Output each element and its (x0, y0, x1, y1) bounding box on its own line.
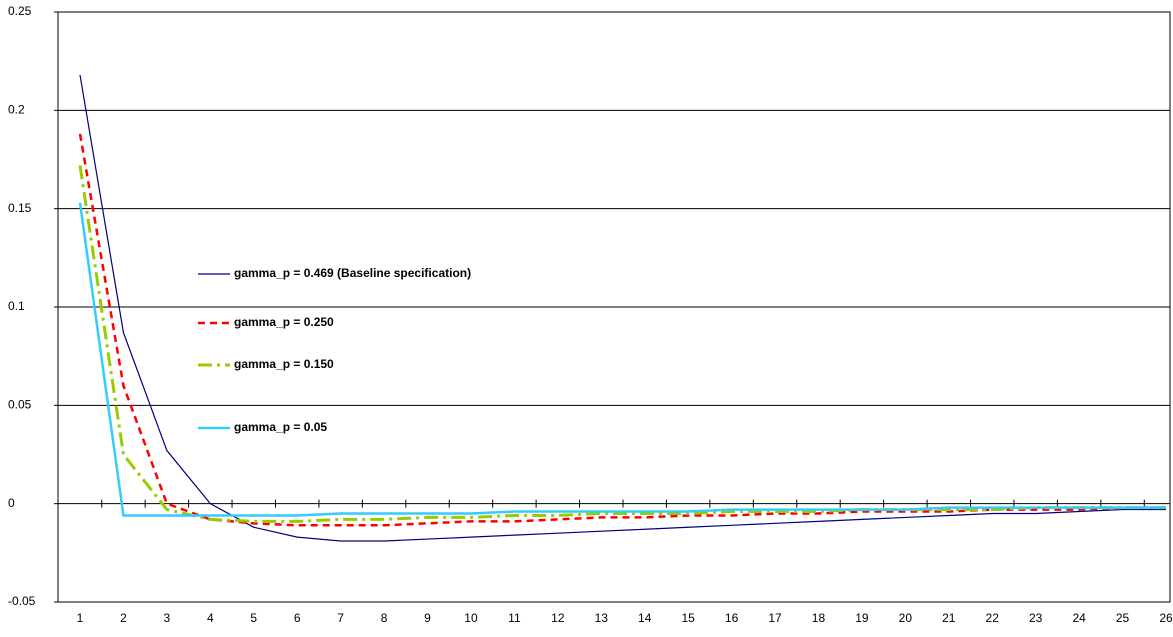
x-tick-label: 24 (1072, 611, 1086, 625)
series-line (78, 133, 1166, 527)
y-tick-label: 0.2 (8, 103, 25, 117)
x-tick-label: 5 (250, 611, 257, 625)
y-tick-label: 0.05 (8, 398, 32, 412)
y-tick-label: 0.1 (8, 299, 25, 313)
x-tick-label: 15 (681, 611, 695, 625)
x-tick-label: 1 (77, 611, 84, 625)
y-tick-label: 0.15 (8, 201, 32, 215)
series-line (79, 74, 1166, 542)
series-line (78, 165, 1166, 523)
x-tick-label: 23 (1029, 611, 1043, 625)
x-tick-label: 2 (120, 611, 127, 625)
y-tick-label: 0 (8, 496, 15, 510)
x-tick-label: 18 (812, 611, 826, 625)
x-tick-label: 14 (638, 611, 652, 625)
x-tick-label: 10 (464, 611, 478, 625)
y-tick-label: -0.05 (8, 594, 36, 608)
x-tick-label: 11 (508, 611, 521, 625)
x-tick-label: 9 (424, 611, 431, 625)
x-tick-label: 3 (164, 611, 171, 625)
x-tick-label: 26 (1159, 611, 1173, 625)
x-tick-label: 13 (595, 611, 609, 625)
x-tick-label: 6 (294, 611, 301, 625)
x-tick-label: 25 (1116, 611, 1130, 625)
x-tick-label: 22 (986, 611, 1000, 625)
x-tick-label: 16 (725, 611, 739, 625)
x-tick-label: 8 (381, 611, 388, 625)
legend-label: gamma_p = 0.250 (234, 315, 334, 329)
x-tick-label: 21 (942, 611, 956, 625)
series-line (78, 202, 1166, 517)
y-tick-label: 0.25 (8, 4, 32, 18)
x-tick-label: 20 (899, 611, 913, 625)
x-tick-label: 19 (855, 611, 869, 625)
legend-label: gamma_p = 0.469 (Baseline specification) (234, 266, 471, 280)
legend-label: gamma_p = 0.150 (234, 357, 334, 371)
x-tick-label: 12 (551, 611, 565, 625)
x-tick-label: 7 (337, 611, 344, 625)
legend-label: gamma_p = 0.05 (234, 420, 327, 434)
x-tick-label: 4 (207, 611, 214, 625)
x-tick-label: 17 (768, 611, 782, 625)
